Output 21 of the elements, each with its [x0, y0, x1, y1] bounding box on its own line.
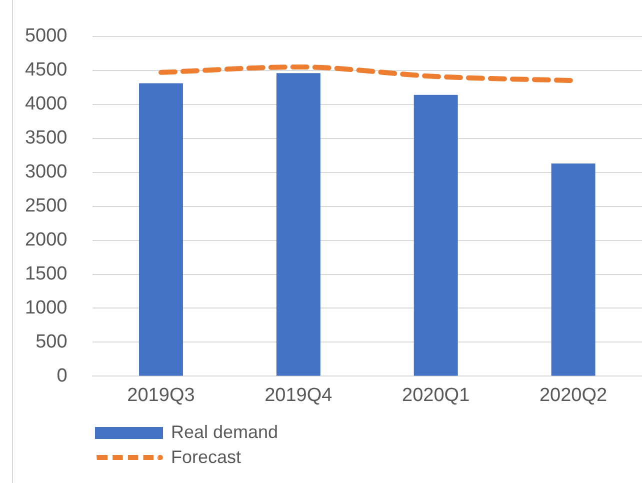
y-tick-label: 0: [56, 365, 68, 386]
y-tick-label: 1500: [24, 263, 68, 284]
y-tick-label: 2500: [24, 196, 68, 217]
y-tick-label: 4000: [24, 94, 68, 115]
bar: [551, 163, 596, 376]
bar: [138, 83, 183, 376]
x-tick-label: 2019Q4: [264, 384, 333, 406]
y-tick-label: 2000: [24, 230, 68, 251]
y-tick-label: 3500: [24, 128, 68, 149]
y-tick-label: 4500: [24, 60, 68, 81]
x-tick-label: 2020Q2: [539, 384, 608, 406]
y-tick-label: 500: [36, 331, 68, 352]
x-tick-label: 2020Q1: [402, 384, 470, 406]
legend-label: Forecast: [171, 447, 242, 468]
bar: [414, 94, 458, 376]
x-tick-label: 2019Q3: [127, 384, 195, 406]
bar: [276, 73, 320, 376]
y-tick-label: 3000: [24, 162, 68, 183]
y-tick-label: 5000: [24, 26, 68, 47]
legend-label: Real demand: [171, 422, 278, 443]
y-tick-label: 1000: [24, 297, 68, 318]
